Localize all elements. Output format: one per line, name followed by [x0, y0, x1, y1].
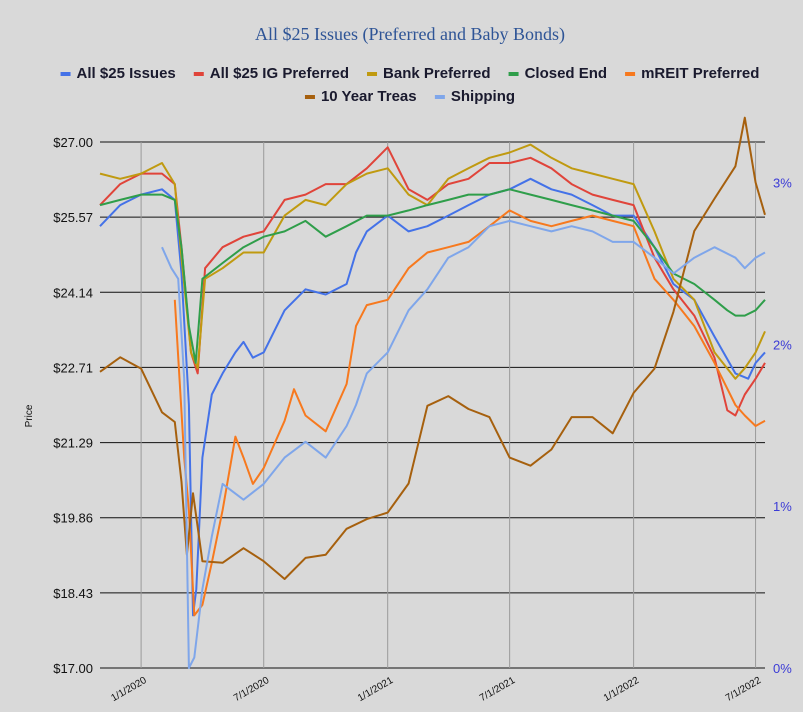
legend-item-closed-end: Closed End	[508, 65, 608, 82]
legend-item-all-25-ig-preferred: All $25 IG Preferred	[193, 65, 349, 82]
legend-swatch	[193, 72, 204, 76]
y-tick-label: $18.43	[53, 586, 93, 601]
legend-swatch	[60, 72, 71, 76]
y-tick-label: $17.00	[53, 661, 93, 676]
x-tick-label: 7/1/2022	[724, 675, 764, 704]
y2-tick-label: 0%	[773, 661, 792, 676]
legend-item-all-25-issues: All $25 Issues	[60, 65, 176, 82]
series-line-10-year-treas	[99, 116, 766, 580]
y-axis-label: Price	[24, 404, 35, 427]
x-tick-label: 1/1/2022	[602, 675, 642, 704]
grid	[100, 141, 765, 669]
x-tick-label: 1/1/2021	[356, 675, 396, 704]
legend-label: All $25 IG Preferred	[210, 65, 349, 82]
y-tick-label: $19.86	[53, 511, 93, 526]
y-tick-label: $21.29	[53, 436, 93, 451]
legend-label: Closed End	[525, 65, 608, 82]
y-tick-label: $22.71	[53, 360, 93, 375]
legend-swatch	[434, 95, 445, 99]
legend-item-bank-preferred: Bank Preferred	[367, 65, 491, 82]
legend: All $25 Issues All $25 IG Preferred Bank P…	[60, 65, 759, 105]
series-line-mreit-preferred	[173, 209, 766, 617]
y2-tick-label: 3%	[773, 175, 792, 190]
x-tick-label: 7/1/2020	[232, 675, 272, 704]
legend-swatch	[304, 95, 315, 99]
series-layer	[99, 116, 766, 669]
legend-swatch	[625, 72, 636, 76]
legend-label: mREIT Preferred	[641, 65, 759, 82]
y-tick-label: $27.00	[53, 135, 93, 150]
y-axis: $27.00 $25.57 $24.14 $22.71 $21.29 $19.86 $18.…	[53, 135, 93, 676]
legend-item-10-year-treas: 10 Year Treas	[304, 88, 417, 105]
y2-tick-label: 1%	[773, 499, 792, 514]
legend-label: Shipping	[451, 88, 515, 105]
legend-label: Bank Preferred	[383, 65, 491, 82]
y2-axis: 3% 2% 1% 0%	[773, 175, 792, 676]
y-tick-label: $25.57	[53, 210, 93, 225]
x-axis: 1/1/2020 7/1/2020 1/1/2021 7/1/2021 1/1/2022…	[109, 675, 763, 704]
legend-item-mreit-preferred: mREIT Preferred	[625, 65, 759, 82]
legend-label: All $25 Issues	[77, 65, 176, 82]
legend-swatch	[508, 72, 519, 76]
series-line-all-25-issues	[99, 177, 766, 617]
x-tick-label: 1/1/2020	[109, 675, 149, 704]
series-line-shipping	[161, 219, 766, 669]
y2-tick-label: 2%	[773, 337, 792, 352]
legend-item-shipping: Shipping	[434, 88, 515, 105]
y-tick-label: $24.14	[53, 285, 93, 300]
legend-label: 10 Year Treas	[321, 88, 417, 105]
chart-title: All $25 Issues (Preferred and Baby Bonds…	[255, 24, 565, 45]
legend-swatch	[367, 72, 378, 76]
series-line-closed-end	[99, 188, 766, 364]
x-tick-label: 7/1/2021	[478, 675, 518, 704]
